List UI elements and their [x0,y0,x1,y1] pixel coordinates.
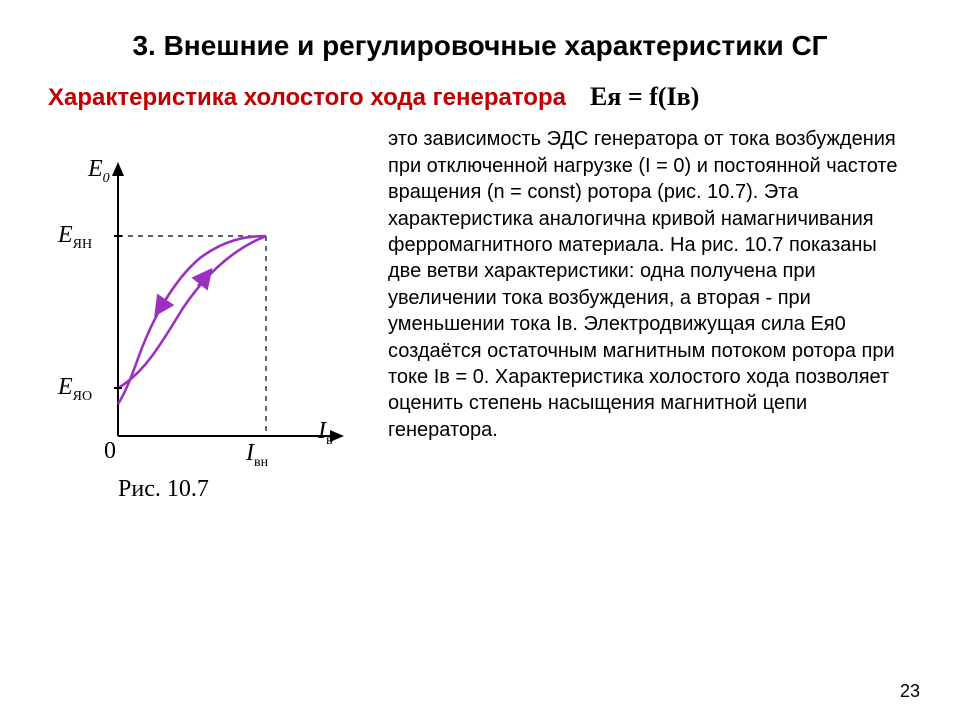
y-tick-eyan: EЯН [58,222,92,253]
y-axis-label: E0 [88,156,110,187]
figure-caption: Рис. 10.7 [118,476,209,503]
x-tick-ivn: Iвн [246,440,268,471]
subheader-row: Характеристика холостого хода генератора… [48,82,912,112]
origin-label: 0 [104,438,116,465]
y-tick-eyao: EЯО [58,374,92,405]
subtitle: Характеристика холостого хода генератора [48,84,566,112]
slide-title: 3. Внешние и регулировочные характеристи… [48,28,912,64]
figure: E0 EЯН EЯО 0 Iв Iвн Рис. 10.7 [48,136,368,516]
x-axis-label: Iв [318,418,333,449]
content-row: E0 EЯН EЯО 0 Iв Iвн Рис. 10.7 это зависи… [48,126,912,516]
formula: Eя = f(Iв) [590,82,699,112]
page-number: 23 [900,681,920,702]
body-paragraph: это зависимость ЭДС генератора от тока в… [388,126,912,443]
